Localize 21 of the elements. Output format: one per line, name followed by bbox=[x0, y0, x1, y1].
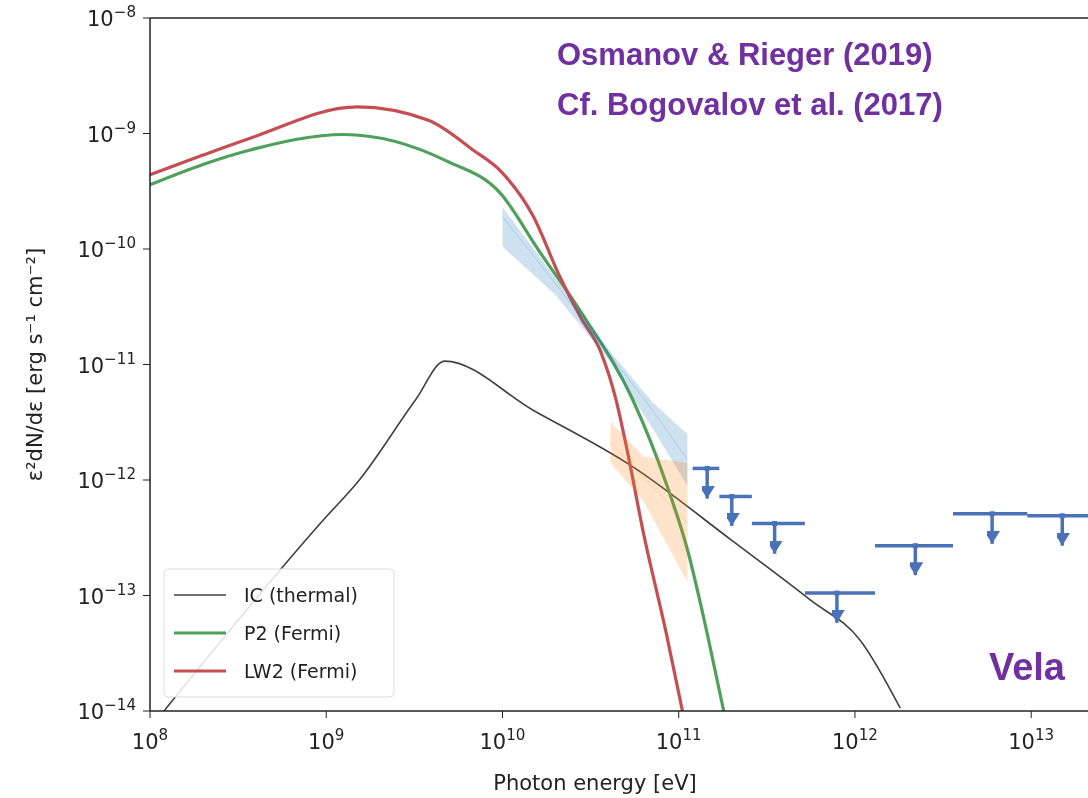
annotation: Osmanov & Rieger (2019) bbox=[557, 37, 933, 72]
y-axis-title: ε²dN/dε [erg s⁻¹ cm⁻²] bbox=[23, 247, 47, 482]
legend-label: LW2 (Fermi) bbox=[244, 660, 358, 682]
legend-label: P2 (Fermi) bbox=[244, 622, 342, 644]
x-tick-label: 10$^{13}$ bbox=[1008, 726, 1055, 754]
x-axis-title: Photon energy [eV] bbox=[493, 771, 697, 795]
annotation: Cf. Bogovalov et al. (2017) bbox=[557, 87, 943, 122]
y-tick-label: 10$^{−10}$ bbox=[77, 234, 136, 262]
legend-label: IC (thermal) bbox=[244, 584, 358, 606]
annotation: Vela bbox=[988, 646, 1066, 688]
x-tick-label: 10$^{12}$ bbox=[831, 726, 878, 754]
y-tick-label: 10$^{−11}$ bbox=[77, 349, 136, 378]
y-tick-label: 10$^{−14}$ bbox=[77, 696, 136, 724]
y-tick-label: 10$^{−8}$ bbox=[86, 3, 136, 31]
y-tick-label: 10$^{−12}$ bbox=[77, 465, 136, 493]
x-tick-label: 10$^{9}$ bbox=[308, 726, 345, 754]
y-tick-label: 10$^{−9}$ bbox=[86, 118, 136, 147]
x-tick-label: 10$^{10}$ bbox=[479, 726, 526, 754]
x-tick-label: 10$^{8}$ bbox=[131, 726, 169, 754]
x-tick-label: 10$^{11}$ bbox=[655, 726, 702, 754]
y-tick-label: 10$^{−13}$ bbox=[77, 580, 136, 609]
